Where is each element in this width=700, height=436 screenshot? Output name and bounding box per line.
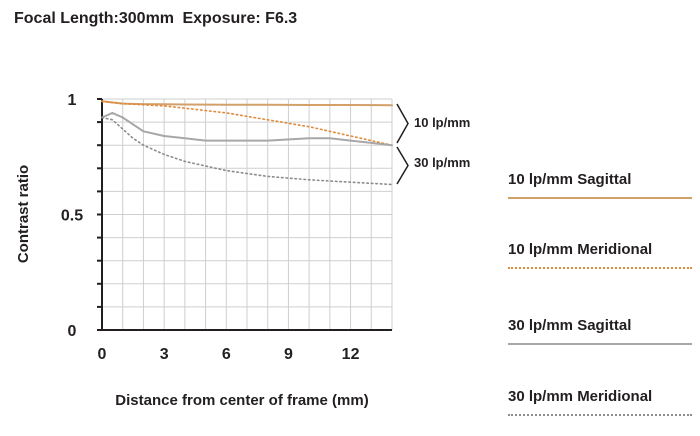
- legend-swatch: [508, 343, 692, 345]
- mtf-chart: 0 0.5 1 0 3 6 9 12 Distance from center of frame…: [15, 92, 470, 409]
- bracket-2: [396, 146, 409, 185]
- series-line-4: [101, 116, 393, 186]
- focal-length-label: Focal Length:300mm: [14, 10, 175, 27]
- bracket-label-1: 10 lp/mm: [414, 115, 470, 130]
- x-tick-label: 12: [342, 346, 360, 363]
- x-tick-label: 9: [284, 346, 293, 363]
- x-tick-label: 0: [98, 346, 107, 363]
- legend-label: 30 lp/mm Sagittal: [508, 317, 632, 334]
- y-tick-label: 1: [68, 92, 77, 109]
- legend-label: 10 lp/mm Sagittal: [508, 171, 632, 188]
- legend-label: 10 lp/mm Meridional: [508, 241, 653, 258]
- legend-item: 10 lp/mm Sagittal: [508, 171, 692, 199]
- legend-label: 30 lp/mm Meridional: [508, 388, 653, 405]
- legend-swatch: [508, 197, 692, 199]
- x-tick-label: 6: [222, 346, 231, 363]
- legend-item: 30 lp/mm Meridional: [508, 388, 692, 416]
- bracket-1: [396, 103, 409, 144]
- y-tick-label: 0.5: [61, 208, 83, 225]
- y-axis-title: Contrast ratio: [15, 165, 32, 263]
- exposure-label: Exposure: F6.3: [182, 10, 298, 27]
- legend-swatch: [508, 414, 692, 416]
- chart-header: Focal Length:300mm Exposure: F6.3: [14, 10, 301, 28]
- legend-swatch: [508, 267, 692, 269]
- x-tick-label: 3: [160, 346, 169, 363]
- series-line-2: [101, 100, 393, 146]
- legend-item: 10 lp/mm Meridional: [508, 241, 692, 269]
- x-axis-title: Distance from center of frame (mm): [115, 392, 368, 409]
- bracket-label-2: 30 lp/mm: [414, 155, 470, 170]
- series-line-3: [101, 111, 393, 147]
- legend-item: 30 lp/mm Sagittal: [508, 317, 692, 345]
- legend: 10 lp/mm Sagittal 10 lp/mm Meridional 30 l…: [508, 0, 696, 436]
- y-tick-label: 0: [68, 323, 77, 340]
